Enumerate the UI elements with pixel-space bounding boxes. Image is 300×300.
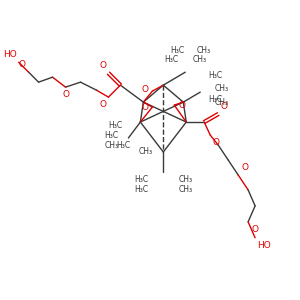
- Text: CH₃: CH₃: [196, 46, 210, 55]
- Text: O: O: [220, 102, 227, 111]
- Text: CH₃: CH₃: [104, 140, 118, 149]
- Text: O: O: [19, 60, 26, 69]
- Text: CH₃: CH₃: [138, 148, 152, 157]
- Text: O: O: [62, 90, 69, 99]
- Text: H₃C: H₃C: [170, 46, 184, 55]
- Text: CH₃: CH₃: [178, 176, 192, 184]
- Text: CH₃: CH₃: [178, 185, 192, 194]
- Text: HO: HO: [257, 241, 271, 250]
- Text: H₃C: H₃C: [164, 55, 178, 64]
- Text: O: O: [212, 138, 219, 147]
- Text: O: O: [178, 100, 185, 109]
- Text: HO: HO: [3, 50, 16, 59]
- Text: CH₃: CH₃: [192, 55, 206, 64]
- Text: H₃C: H₃C: [108, 121, 122, 130]
- Text: H₃C: H₃C: [116, 140, 130, 149]
- Text: O: O: [141, 103, 148, 112]
- Text: O: O: [241, 163, 248, 172]
- Text: CH₃: CH₃: [214, 98, 228, 106]
- Text: O: O: [141, 85, 148, 94]
- Text: H₃C: H₃C: [104, 130, 118, 140]
- Text: H₃C: H₃C: [208, 95, 222, 104]
- Text: H₃C: H₃C: [134, 176, 148, 184]
- Text: H₃C: H₃C: [134, 185, 148, 194]
- Text: O: O: [99, 61, 106, 70]
- Text: O: O: [251, 225, 258, 234]
- Text: H₃C: H₃C: [208, 71, 222, 80]
- Text: CH₃: CH₃: [214, 84, 228, 93]
- Text: O: O: [99, 100, 106, 109]
